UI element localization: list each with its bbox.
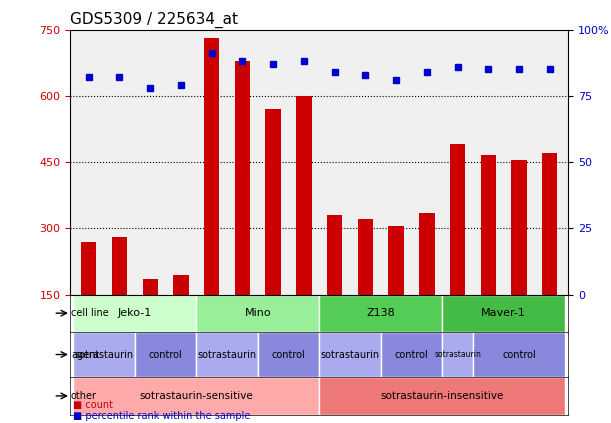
Text: sotrastaurin: sotrastaurin bbox=[197, 349, 257, 360]
Bar bbox=[135, 332, 196, 377]
Bar bbox=[442, 294, 565, 332]
Text: agent: agent bbox=[71, 349, 99, 360]
Bar bbox=[73, 377, 320, 415]
Text: Jeko-1: Jeko-1 bbox=[118, 308, 152, 318]
Text: cell line: cell line bbox=[71, 308, 109, 318]
Bar bbox=[442, 332, 473, 377]
Text: control: control bbox=[272, 349, 306, 360]
Bar bbox=[450, 144, 465, 294]
Text: ■ percentile rank within the sample: ■ percentile rank within the sample bbox=[73, 411, 251, 421]
Bar bbox=[174, 275, 189, 294]
Bar bbox=[511, 160, 527, 294]
Bar bbox=[196, 332, 258, 377]
Text: sotrastaurin: sotrastaurin bbox=[75, 349, 134, 360]
Text: control: control bbox=[395, 349, 428, 360]
Bar bbox=[381, 332, 442, 377]
Text: Maver-1: Maver-1 bbox=[481, 308, 526, 318]
Text: sotrastaurin-sensitive: sotrastaurin-sensitive bbox=[139, 391, 253, 401]
Bar bbox=[112, 237, 127, 294]
Bar bbox=[473, 332, 565, 377]
Bar bbox=[196, 294, 320, 332]
Bar bbox=[73, 332, 135, 377]
Bar bbox=[389, 226, 404, 294]
Bar bbox=[357, 220, 373, 294]
Bar bbox=[320, 294, 442, 332]
Text: sotrastaurin-insensitive: sotrastaurin-insensitive bbox=[381, 391, 504, 401]
Bar bbox=[81, 242, 97, 294]
Text: sotrastaurin: sotrastaurin bbox=[434, 350, 481, 359]
Bar bbox=[296, 96, 312, 294]
Text: Z138: Z138 bbox=[367, 308, 395, 318]
Bar bbox=[481, 155, 496, 294]
Bar bbox=[73, 294, 196, 332]
Text: ■ count: ■ count bbox=[73, 400, 113, 410]
Bar bbox=[542, 153, 557, 294]
Bar bbox=[204, 38, 219, 294]
Bar bbox=[419, 213, 434, 294]
Text: other: other bbox=[71, 391, 97, 401]
Text: control: control bbox=[502, 349, 536, 360]
Text: GDS5309 / 225634_at: GDS5309 / 225634_at bbox=[70, 12, 238, 28]
Bar bbox=[265, 109, 281, 294]
Text: sotrastaurin: sotrastaurin bbox=[320, 349, 379, 360]
Bar bbox=[258, 332, 320, 377]
Bar bbox=[327, 215, 342, 294]
Bar bbox=[235, 60, 250, 294]
Bar bbox=[320, 377, 565, 415]
Bar bbox=[142, 279, 158, 294]
Text: control: control bbox=[148, 349, 183, 360]
Text: Mino: Mino bbox=[244, 308, 271, 318]
Bar bbox=[320, 332, 381, 377]
